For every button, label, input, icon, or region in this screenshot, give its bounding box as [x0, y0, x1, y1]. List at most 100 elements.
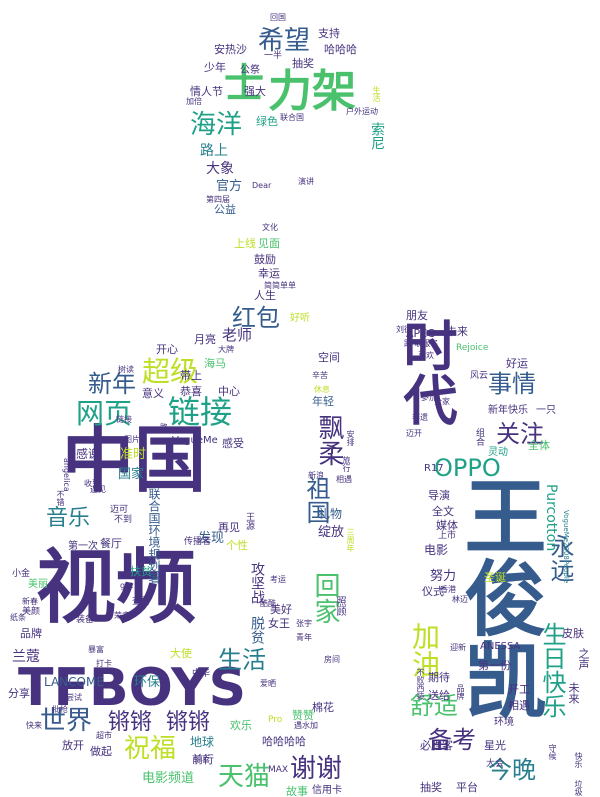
cloud-word: 安排 [346, 430, 355, 446]
cloud-word: 月亮 [194, 333, 216, 346]
cloud-word: 一半 [264, 51, 283, 61]
cloud-word: 扶贫 [130, 565, 152, 578]
cloud-word: 全体 [528, 439, 550, 452]
cloud-word: 脱贫 [249, 616, 265, 644]
cloud-word: 空间 [318, 351, 340, 364]
cloud-word: 生活 [218, 646, 266, 674]
cloud-word: 视频 [36, 541, 196, 634]
cloud-word: 香港 [440, 585, 456, 594]
cloud-word: 意义 [142, 387, 164, 400]
cloud-word: 喜欢 [418, 351, 434, 360]
cloud-word: 酷酷 [260, 599, 276, 608]
cloud-word: 全家 [434, 397, 450, 406]
cloud-word: 之声 [577, 648, 590, 670]
cloud-word: 第四届 [206, 195, 230, 204]
cloud-word: 见面 [258, 237, 280, 250]
cloud-word: 索尼 [369, 122, 385, 150]
cloud-word: 灵动 [488, 447, 508, 458]
cloud-word: 祖国 [302, 476, 330, 524]
cloud-word: 打卡 [96, 659, 112, 668]
cloud-word: 皮肤 [562, 627, 584, 640]
cloud-word: 传播者 [184, 537, 212, 547]
cloud-word: 美颜 [22, 607, 41, 617]
cloud-word: 超市 [96, 731, 112, 740]
cloud-word: 上市 [438, 531, 457, 541]
cloud-word: 新浪 [308, 471, 324, 480]
cloud-word: 导演 [428, 489, 450, 502]
cloud-word: 惊喜 [194, 755, 210, 764]
cloud-word: 海马 [204, 357, 226, 370]
cloud-word: 少年 [204, 61, 226, 74]
cloud-word: 士 [224, 61, 264, 107]
cloud-word: 朋友 [406, 309, 428, 322]
cloud-word: 星光 [484, 739, 506, 752]
cloud-word: APEC [406, 327, 435, 340]
cloud-word: 风云 [470, 371, 489, 381]
cloud-word: 时代 [394, 318, 457, 426]
cloud-word: 品牌 [456, 684, 465, 700]
cloud-word: 联合国环境规划署 [147, 488, 161, 584]
cloud-word: 情人节 [190, 85, 223, 98]
cloud-word: 树读 [118, 365, 134, 374]
cloud-word: 抽奖 [292, 57, 314, 70]
cloud-word: 参加 [420, 393, 439, 403]
cloud-word: 国家 [118, 467, 145, 482]
cloud-word: 遇水加 [294, 721, 318, 730]
cloud-word: 美好 [270, 603, 292, 616]
cloud-word: 图片 [124, 435, 140, 444]
cloud-word: 查看 [132, 597, 151, 607]
cloud-word: 礼物 [318, 507, 343, 521]
cloud-word: 相遇 [508, 699, 530, 712]
cloud-word: 地球 [190, 735, 215, 749]
cloud-word: 海洋 [190, 110, 243, 140]
cloud-word: 做起 [90, 745, 112, 758]
cloud-word: 跟 联报名 [404, 339, 439, 348]
cloud-word: 强大 [244, 85, 266, 98]
cloud-word: 好听 [290, 313, 310, 324]
cloud-word: 哈哈哈 [324, 43, 357, 56]
cloud-word: 新春 [22, 597, 38, 606]
cloud-word: 年轻 [312, 395, 334, 408]
cloud-word: 旅行 [342, 456, 351, 472]
cloud-word: 天猫 [218, 762, 271, 792]
cloud-word: 链接 [168, 393, 233, 431]
cloud-word: 个性 [226, 539, 248, 552]
cloud-word: 王俊凯 [450, 474, 545, 720]
cloud-word: ANESSA [480, 641, 521, 652]
cloud-word: 电影频道 [142, 771, 195, 786]
cloud-word: 组合 [474, 428, 484, 446]
cloud-word: 棉花 [312, 701, 334, 714]
cloud-word: 力架 [268, 66, 356, 117]
cloud-word: 备考 [428, 726, 476, 754]
cloud-word: 红包 [232, 304, 280, 332]
cloud-word: 未来 [446, 325, 468, 338]
cloud-word: 世界 [40, 706, 93, 736]
cloud-word: VogueMe2008People [562, 510, 570, 584]
cloud-word: 青年 [296, 633, 312, 642]
cloud-word: 飘柔 [314, 414, 344, 466]
cloud-word: 尝试 [66, 693, 82, 702]
cloud-word: 品牌 [20, 627, 42, 640]
cloud-word: Rejoice [456, 343, 489, 353]
cloud-word: 公祭 [240, 65, 260, 76]
cloud-word: 恭喜 [180, 385, 202, 398]
cloud-word: 全文 [432, 505, 454, 518]
cloud-word: 再见 [218, 521, 240, 534]
cloud-word: 相遇 [336, 475, 352, 484]
cloud-word: 锵锵 [166, 710, 211, 735]
cloud-word: 守候 [548, 744, 557, 760]
cloud-word: 大使 [170, 647, 192, 660]
cloud-word: 感谢 [76, 447, 101, 461]
cloud-word: 大牌 [218, 345, 234, 354]
cloud-word: 链接 [116, 415, 132, 424]
cloud-word: 加倍 [186, 97, 202, 106]
cloud-word: 音乐 [46, 506, 91, 531]
cloud-word: 期待 [428, 671, 450, 684]
cloud-word: 中心 [218, 385, 240, 398]
cloud-word: 中国 [62, 418, 207, 502]
cloud-word: 刘德 [396, 325, 412, 334]
cloud-word: 开心 [156, 343, 178, 356]
cloud-word: 照顾 [334, 596, 345, 616]
cloud-word: 纸条 [10, 613, 26, 622]
